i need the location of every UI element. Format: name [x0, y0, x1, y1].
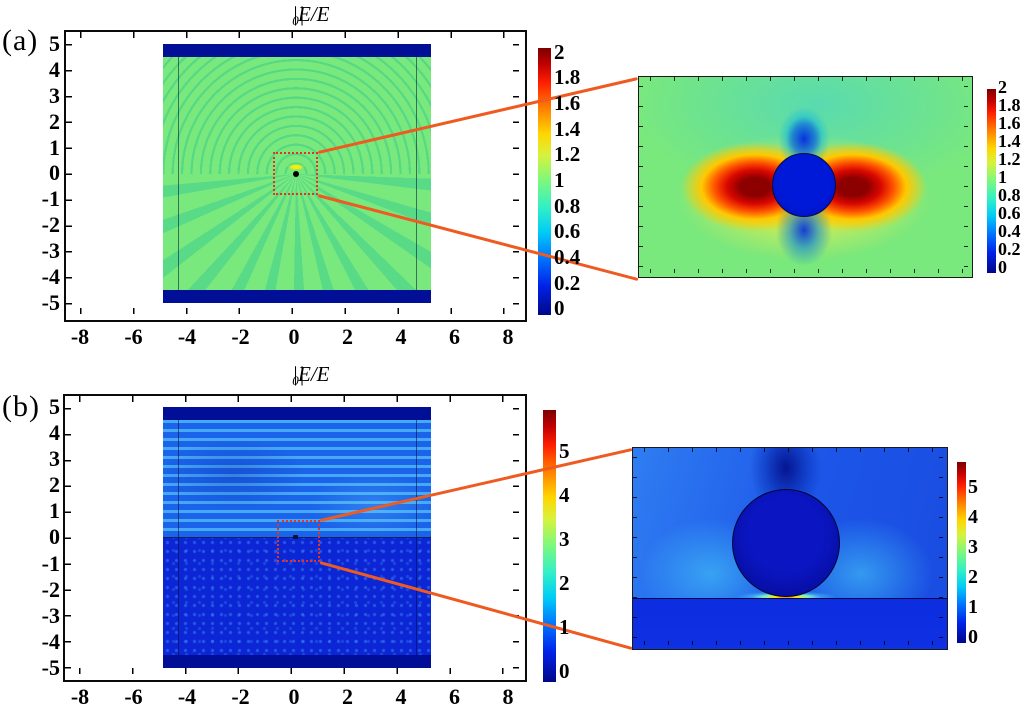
boundary-line-right — [416, 420, 418, 655]
title-subscript: 0 — [292, 13, 299, 28]
boundary-line-right — [416, 57, 418, 290]
inset-b-colorbar — [957, 462, 966, 643]
inset-b-substrate — [633, 598, 947, 649]
panel-b-zoom-inset — [632, 447, 948, 650]
title-text: |E/E — [292, 2, 330, 26]
panel-a-label: (a) — [2, 24, 39, 57]
pml-band-top — [163, 44, 431, 57]
inset-b-nanosphere — [732, 489, 840, 597]
panel-b-y-axis-labels: 5 4 3 2 1 0 -1 -2 -3 -4 -5 — [41, 394, 60, 680]
inset-a-nanosphere — [772, 153, 836, 217]
title-text: |E/E — [292, 362, 330, 386]
pml-band-bottom — [163, 655, 431, 668]
panel-b-x-axis-labels: -8 -6 -4 -2 0 2 4 6 8 — [70, 684, 514, 709]
panel-b-label: (b) — [2, 390, 40, 423]
panel-b-title: |E/E 0 | — [64, 362, 527, 389]
panel-a-zoom-region-box — [273, 152, 318, 195]
inset-a-colorbar — [987, 89, 996, 273]
panel-a-y-axis-labels: 5 4 3 2 1 0 -1 -2 -3 -4 -5 — [41, 31, 60, 315]
title-text: | — [298, 362, 305, 386]
panel-a-title: |E/E 0 | — [64, 2, 527, 29]
panel-b-colorbar — [543, 410, 556, 682]
pml-band-bottom — [163, 290, 431, 303]
title-text: | — [298, 2, 305, 26]
panel-b-zoom-region-box — [277, 520, 320, 562]
panel-a-zoom-inset — [638, 76, 973, 278]
inset-a-colorbar-labels: 2 1.8 1.6 1.4 1.2 1 0.8 0.6 0.4 0.2 0 — [998, 76, 1021, 278]
panel-a-colorbar — [538, 48, 551, 315]
boundary-line-left — [177, 57, 179, 290]
pml-band-top — [163, 407, 431, 420]
title-subscript: 0 — [292, 373, 299, 388]
boundary-line-left — [177, 420, 179, 655]
panel-a-x-axis-labels: -8 -6 -4 -2 0 2 4 6 8 — [70, 324, 514, 349]
panel-a-colorbar-labels: 2 1.8 1.6 1.4 1.2 1 0.8 0.6 0.4 0.2 0 — [554, 39, 581, 321]
